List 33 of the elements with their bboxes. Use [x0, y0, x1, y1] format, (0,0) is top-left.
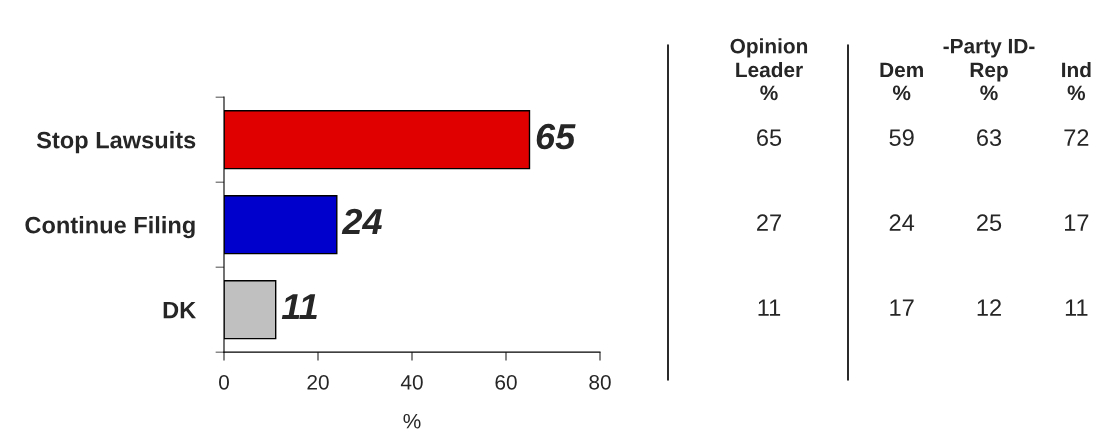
text: % [980, 85, 998, 101]
data-label: 59 [889, 129, 914, 147]
x-tick-label: Ind [1062, 61, 1091, 78]
x-tick-label: Dem [880, 62, 923, 78]
x-tick-label: 80 [589, 374, 611, 390]
y-tick-label: Stop Lawsuits [36, 131, 196, 154]
data-label: 17 [1065, 214, 1089, 231]
x-axis-title: % [403, 413, 421, 429]
data-label: 12 [977, 299, 1001, 316]
data-label: 27 [757, 214, 781, 231]
data-label: 11 [758, 299, 781, 316]
data-label: 65 [757, 129, 782, 147]
y-tick-label: DK [163, 301, 196, 319]
x-tick-label: 0 [219, 374, 229, 390]
data-label: 11 [281, 294, 317, 320]
x-tick-label: 20 [307, 374, 329, 390]
data-label: 72 [1064, 129, 1089, 146]
x-tick-label: Rep [970, 62, 1008, 82]
x-tick-label: Opinion Leader [730, 38, 808, 78]
data-label: 11 [1065, 299, 1088, 316]
data-label: 24 [341, 208, 382, 235]
y-tick-label: Continue Filing [25, 216, 195, 239]
data-label: 63 [977, 129, 1002, 147]
data-label: 65 [536, 123, 576, 150]
x-tick-label: 40 [400, 374, 423, 390]
data-label: 24 [889, 214, 915, 231]
data-label: 17 [890, 299, 914, 316]
text: % [760, 85, 778, 101]
x-tick-label: 60 [495, 374, 517, 390]
text: % [892, 85, 911, 101]
data-label: 25 [977, 214, 1002, 232]
chart-subtitle: -Party ID- [943, 38, 1035, 58]
text: % [1067, 85, 1086, 101]
